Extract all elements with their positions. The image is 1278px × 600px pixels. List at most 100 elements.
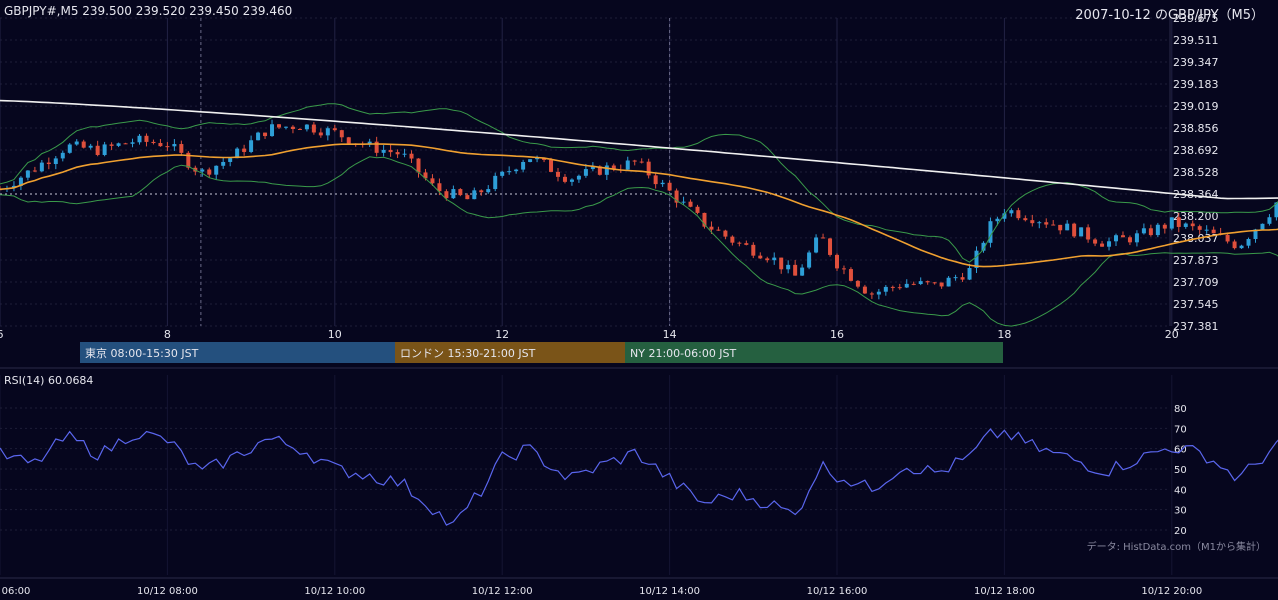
candle-body [416, 158, 421, 173]
time-tick-label: 10/12 08:00 [137, 586, 198, 597]
candle-body [1016, 210, 1021, 219]
candle-body [667, 182, 672, 191]
candle-body [556, 171, 560, 177]
hour-tick-label: 10 [328, 328, 342, 341]
candle-body [179, 144, 184, 153]
candle-body [604, 165, 609, 175]
candle-body [1190, 223, 1195, 227]
candle-body [472, 190, 477, 200]
rsi-tick-label: 80 [1174, 404, 1187, 415]
rsi-tick-label: 20 [1174, 526, 1187, 537]
price-tick-label: 237.709 [1173, 276, 1219, 289]
candle-body [402, 153, 407, 155]
candle-body [646, 161, 651, 176]
candle-body [688, 201, 693, 207]
candle-body [744, 243, 749, 245]
candle-body [1141, 228, 1146, 234]
candle-body [465, 195, 470, 200]
candle-body [74, 141, 79, 145]
candle-body [925, 281, 930, 283]
candle-body [1072, 223, 1077, 237]
candle-body [1253, 229, 1258, 240]
candle-body [1162, 224, 1167, 229]
candle-body [723, 230, 728, 237]
time-tick-label: 10/12 10:00 [304, 586, 365, 597]
candle-body [325, 128, 330, 136]
candle-body [883, 286, 888, 292]
source-note: データ: HistData.com（M1から集計） [1087, 540, 1266, 553]
symbol-info: GBPJPY#,M5 239.500 239.520 239.450 239.4… [4, 4, 293, 18]
price-tick-label: 239.183 [1173, 78, 1219, 91]
candle-body [130, 142, 135, 144]
candle-body [821, 237, 826, 239]
candle-body [625, 160, 630, 170]
candle-body [318, 132, 323, 136]
candle-body [186, 152, 191, 168]
candle-body [109, 144, 114, 146]
bollinger-lower [0, 156, 1278, 327]
candle-body [151, 141, 156, 144]
session-bar [625, 342, 1003, 363]
candle-body [1169, 217, 1174, 229]
candle-body [270, 124, 275, 137]
candle-body [263, 132, 268, 137]
candle-body [165, 146, 170, 148]
candle-body [960, 277, 965, 280]
candle-body [918, 281, 923, 284]
candle-body [814, 237, 819, 253]
price-tick-label: 239.511 [1173, 34, 1219, 47]
candle-body [221, 161, 226, 166]
candle-body [290, 126, 295, 130]
candle-body [1176, 217, 1181, 227]
candle-body [542, 158, 547, 160]
candle-body [1211, 229, 1216, 234]
price-tick-label: 238.364 [1173, 188, 1219, 201]
candle-body [102, 144, 107, 155]
candle-body [611, 165, 616, 170]
candle-body [214, 165, 219, 175]
price-tick-label: 237.545 [1173, 298, 1219, 311]
candle-body [1107, 241, 1112, 247]
candle-body [67, 144, 72, 153]
candle-body [1079, 227, 1084, 237]
candle-body [409, 153, 414, 159]
candle-body [730, 236, 735, 243]
candle-body [967, 267, 972, 280]
candle-body [995, 218, 1000, 222]
candle-body [283, 126, 288, 128]
time-tick-label: 10/12 12:00 [472, 586, 533, 597]
candle-body [207, 169, 212, 175]
candle-body [332, 128, 337, 131]
candle-body [709, 226, 714, 230]
candle-body [1246, 239, 1251, 246]
candle-body [660, 182, 665, 185]
candle-body [507, 171, 512, 173]
candle-body [946, 277, 951, 287]
candle-body [786, 264, 791, 270]
candle-body [18, 177, 23, 186]
candle-body [25, 170, 30, 178]
candle-body [388, 149, 393, 153]
candle-body [1100, 243, 1105, 247]
price-tick-label: 238.692 [1173, 144, 1219, 157]
sma200-line [0, 99, 1278, 200]
candle-body [590, 166, 595, 170]
candle-body [339, 130, 344, 138]
candle-body [200, 169, 205, 172]
candle-body [702, 212, 707, 227]
candle-body [632, 160, 637, 162]
candle-body [876, 291, 881, 295]
candle-body [716, 229, 721, 231]
candle-body [458, 189, 463, 196]
candle-body [911, 283, 916, 285]
candle-body [932, 282, 937, 284]
hour-tick-label: 6 [0, 328, 4, 341]
candle-body [172, 144, 177, 147]
candle-body [974, 250, 979, 268]
candle-body [758, 255, 763, 259]
candle-body [32, 170, 37, 172]
candle-body [549, 159, 554, 172]
candle-body [256, 132, 261, 141]
time-tick-label: 10/12 06:00 [0, 586, 30, 597]
